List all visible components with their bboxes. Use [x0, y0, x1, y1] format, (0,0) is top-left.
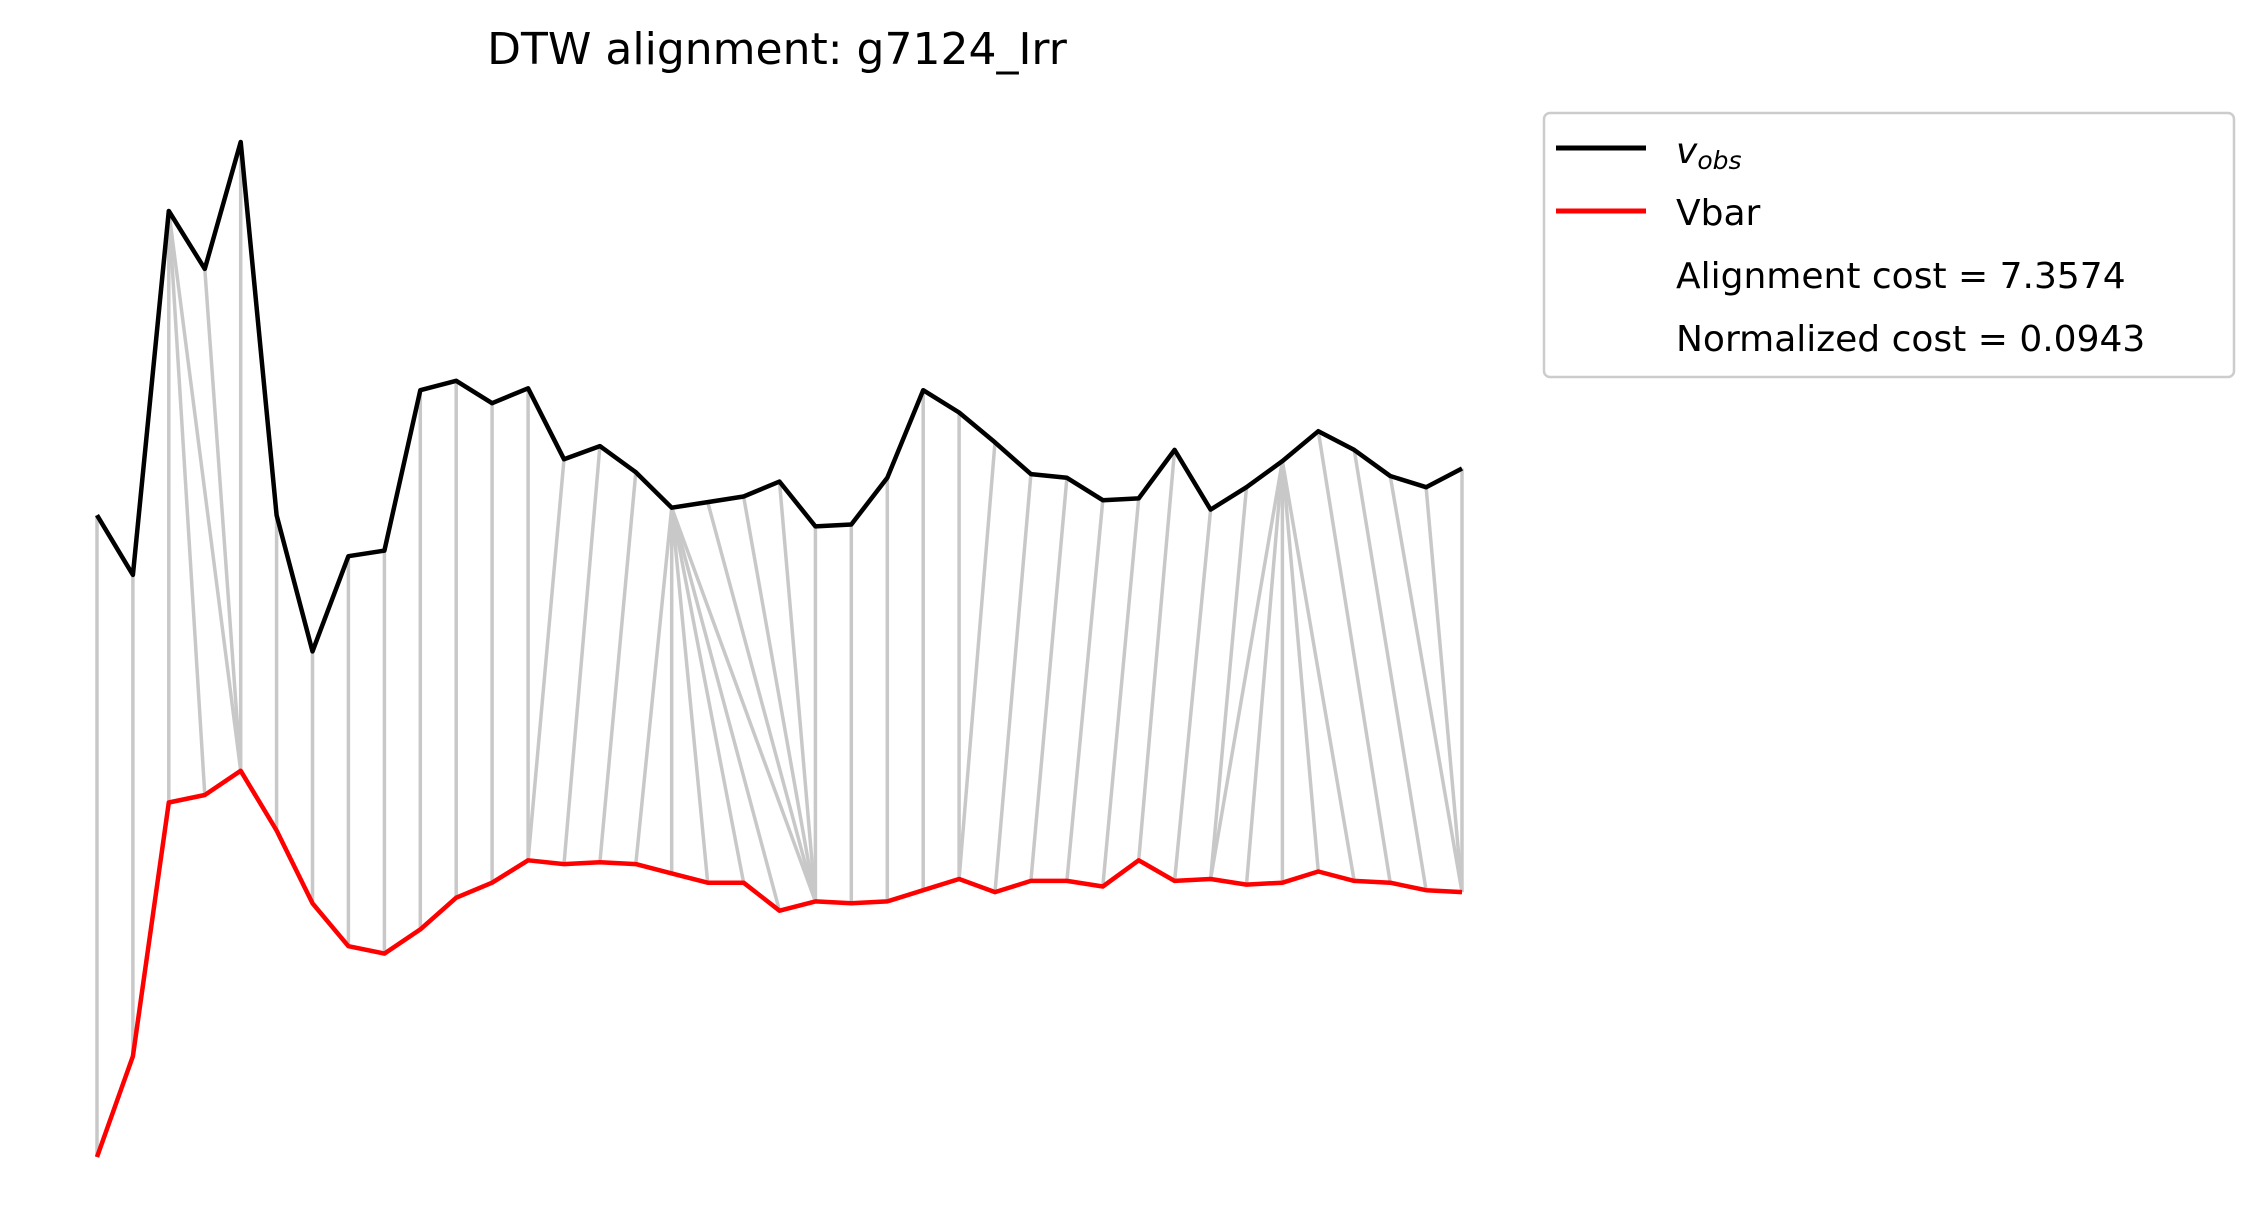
- alignment-connector: [1424, 487, 1464, 893]
- legend-frame: [1542, 111, 2236, 379]
- alignment-connector: [1208, 460, 1285, 880]
- alignment-connector: [669, 507, 710, 883]
- alignment-connector: [167, 210, 207, 796]
- alignment-connector: [1065, 500, 1105, 882]
- alignment-connector: [957, 442, 997, 880]
- alignment-connector: [670, 507, 782, 912]
- alignment-connector: [777, 481, 818, 902]
- alignment-connector: [706, 501, 818, 902]
- legend-alignment-cost: Alignment cost = 7.3574: [1676, 256, 2126, 297]
- alignment-connector: [598, 472, 638, 863]
- alignment-connector: [1280, 460, 1321, 872]
- alignment-connector: [993, 473, 1033, 893]
- alignment-connector: [741, 496, 818, 902]
- alignment-connector: [1101, 498, 1141, 887]
- legend-normalized-cost: Normalized cost = 0.0943: [1676, 319, 2145, 360]
- alignment-connectors: [95, 142, 1464, 1157]
- legend: vobs Vbar Alignment cost = 7.3574 Normal…: [1542, 111, 2236, 379]
- alignment-connector: [669, 507, 746, 884]
- alignment-connector: [1316, 430, 1392, 883]
- alignment-connector: [1029, 477, 1069, 882]
- alignment-connector: [1136, 449, 1177, 861]
- alignment-connector: [562, 445, 602, 865]
- alignment-connector: [1388, 475, 1464, 893]
- alignment-connector: [1172, 509, 1213, 882]
- alignment-connector: [526, 459, 566, 861]
- legend-label-vbar: Vbar: [1676, 193, 1761, 234]
- alignment-connector: [1208, 487, 1249, 880]
- series-line-vbar: [94, 768, 1463, 1158]
- chart-title: DTW alignment: g7124_Irr: [487, 24, 1068, 75]
- alignment-connector: [1280, 460, 1356, 882]
- series-lines: [94, 139, 1464, 1158]
- alignment-connector: [203, 268, 243, 771]
- alignment-connector: [1244, 460, 1285, 885]
- alignment-connector: [634, 507, 674, 865]
- alignment-connector: [670, 507, 818, 903]
- alignment-connector: [167, 210, 243, 772]
- alignment-connector: [1352, 449, 1428, 891]
- series-line-v-obs: [95, 139, 1464, 654]
